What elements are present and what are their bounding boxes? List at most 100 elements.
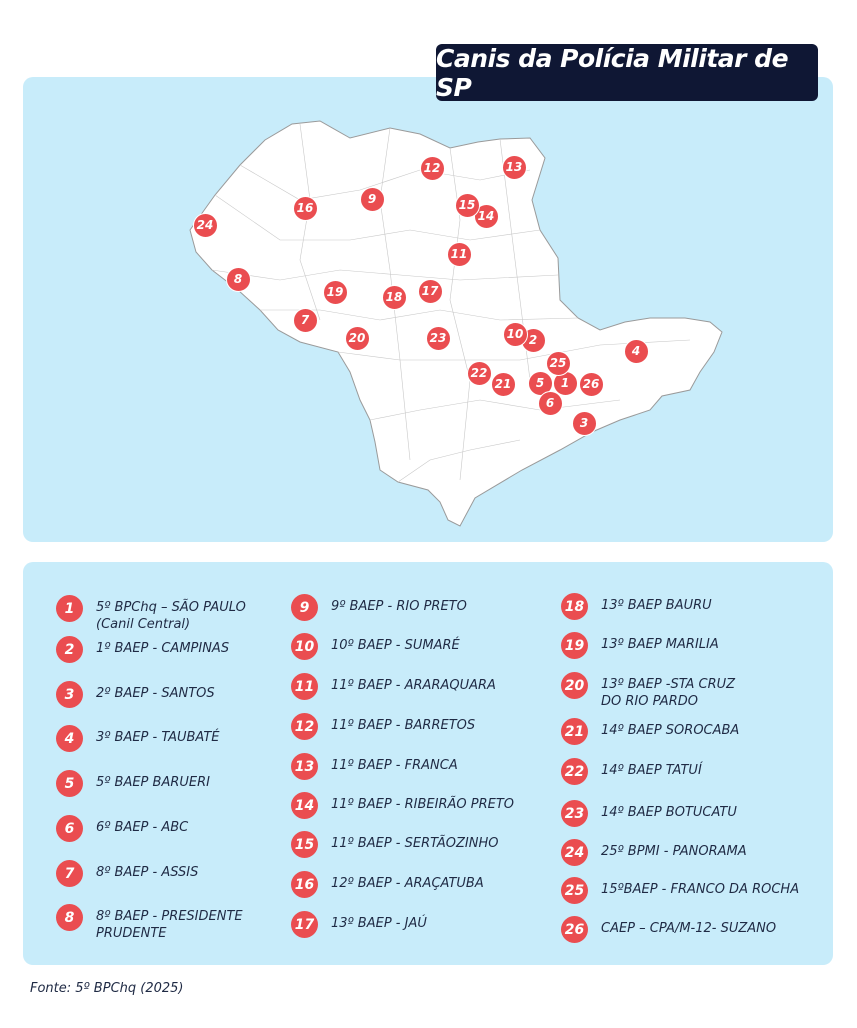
legend-number-badge: 5 <box>56 770 83 797</box>
legend-label: 5º BPChq – SÃO PAULO (Canil Central) <box>96 600 246 632</box>
map-marker[interactable]: 26 <box>578 371 604 397</box>
legend-number-badge: 11 <box>291 673 318 700</box>
legend-item: 3 2º BAEP - SANTOS <box>56 681 215 708</box>
legend-number-badge: 16 <box>291 871 318 898</box>
map-marker[interactable]: 12 <box>419 155 445 181</box>
legend-item: 24 25º BPMI - PANORAMA <box>561 839 747 866</box>
legend-number-badge: 8 <box>56 904 83 931</box>
legend-item: 11 11º BAEP - ARARAQUARA <box>291 673 496 700</box>
legend-number-badge: 9 <box>291 594 318 621</box>
legend-number-badge: 26 <box>561 916 588 943</box>
map-marker[interactable]: 9 <box>359 186 385 212</box>
legend-label: 3º BAEP - TAUBATÉ <box>96 730 220 745</box>
legend-number-badge: 4 <box>56 725 83 752</box>
legend-item: 12 11º BAEP - BARRETOS <box>291 713 476 740</box>
legend-item: 7 8º BAEP - ASSIS <box>56 860 199 887</box>
map-marker[interactable]: 17 <box>417 278 443 304</box>
legend-number-badge: 3 <box>56 681 83 708</box>
legend-label: 12º BAEP - ARAÇATUBA <box>331 876 484 891</box>
page-title: Canis da Polícia Militar de SP <box>436 44 818 102</box>
legend-label: 15ºBAEP - FRANCO DA ROCHA <box>601 882 800 897</box>
legend-number-badge: 6 <box>56 815 83 842</box>
map-marker[interactable]: 3 <box>571 410 597 436</box>
source-note: Fonte: 5º BPChq (2025) <box>30 981 184 996</box>
legend-label: 8º BAEP - ASSIS <box>96 865 199 880</box>
legend-panel <box>23 562 833 965</box>
map-marker[interactable]: 13 <box>501 154 527 180</box>
legend-label: 6º BAEP - ABC <box>96 820 189 835</box>
legend-number-badge: 12 <box>291 713 318 740</box>
legend-label: 11º BAEP - BARRETOS <box>331 718 476 733</box>
legend-label: 14º BAEP SOROCABA <box>601 723 740 738</box>
legend-label: 10º BAEP - SUMARÉ <box>331 638 460 653</box>
map-marker[interactable]: 18 <box>381 284 407 310</box>
legend-label: 11º BAEP - RIBEIRÃO PRETO <box>331 797 515 812</box>
legend-label: CAEP – CPA/M-12- SUZANO <box>601 921 777 936</box>
legend-item: 14 11º BAEP - RIBEIRÃO PRETO <box>291 792 515 819</box>
map-marker[interactable]: 8 <box>225 266 251 292</box>
legend-label: 9º BAEP - RIO PRETO <box>331 599 467 614</box>
legend-label: 13º BAEP BAURU <box>601 598 712 613</box>
legend-item: 10 10º BAEP - SUMARÉ <box>291 633 460 660</box>
map-marker[interactable]: 20 <box>344 325 370 351</box>
legend-item: 23 14º BAEP BOTUCATU <box>561 800 737 827</box>
legend-label: 14º BAEP TATUÍ <box>601 763 702 778</box>
legend-item: 26 CAEP – CPA/M-12- SUZANO <box>561 916 777 943</box>
legend-item: 16 12º BAEP - ARAÇATUBA <box>291 871 484 898</box>
map-marker[interactable]: 4 <box>623 338 649 364</box>
legend-number-badge: 19 <box>561 632 588 659</box>
legend-label: 25º BPMI - PANORAMA <box>601 844 747 859</box>
legend-item: 9 9º BAEP - RIO PRETO <box>291 594 467 621</box>
legend-number-badge: 15 <box>291 831 318 858</box>
legend-item: 8 8º BAEP - PRESIDENTE PRUDENTE <box>56 904 243 942</box>
legend-item: 5 5º BAEP BARUERI <box>56 770 210 797</box>
legend-item: 17 13º BAEP - JAÚ <box>291 911 427 938</box>
legend-number-badge: 25 <box>561 877 588 904</box>
map-marker[interactable]: 21 <box>490 371 516 397</box>
legend-number-badge: 22 <box>561 758 588 785</box>
map-marker[interactable]: 24 <box>192 212 218 238</box>
legend-item: 1 5º BPChq – SÃO PAULO (Canil Central) <box>56 595 246 633</box>
map-marker[interactable]: 15 <box>454 192 480 218</box>
legend-number-badge: 2 <box>56 636 83 663</box>
legend-label: 8º BAEP - PRESIDENTE PRUDENTE <box>96 909 243 941</box>
map-marker[interactable]: 7 <box>292 307 318 333</box>
legend-item: 21 14º BAEP SOROCABA <box>561 718 740 745</box>
legend-item: 6 6º BAEP - ABC <box>56 815 189 842</box>
map-marker[interactable]: 10 <box>502 321 528 347</box>
legend-label: 13º BAEP -STA CRUZ DO RIO PARDO <box>601 677 736 709</box>
legend-item: 4 3º BAEP - TAUBATÉ <box>56 725 220 752</box>
map-marker[interactable]: 6 <box>537 390 563 416</box>
legend-label: 11º BAEP - FRANCA <box>331 758 458 773</box>
legend-item: 15 11º BAEP - SERTÃOZINHO <box>291 831 499 858</box>
legend-item: 19 13º BAEP MARILIA <box>561 632 719 659</box>
legend-label: 2º BAEP - SANTOS <box>96 686 215 701</box>
legend-number-badge: 1 <box>56 595 83 622</box>
legend-item: 22 14º BAEP TATUÍ <box>561 758 702 785</box>
legend-number-badge: 20 <box>561 672 588 699</box>
legend-number-badge: 21 <box>561 718 588 745</box>
legend-item: 20 13º BAEP -STA CRUZ DO RIO PARDO <box>561 672 736 710</box>
map-marker[interactable]: 25 <box>545 350 571 376</box>
legend-label: 13º BAEP MARILIA <box>601 637 719 652</box>
legend-label: 14º BAEP BOTUCATU <box>601 805 737 820</box>
legend-label: 11º BAEP - SERTÃOZINHO <box>331 836 499 851</box>
map-marker[interactable]: 11 <box>446 241 472 267</box>
legend-number-badge: 17 <box>291 911 318 938</box>
legend-label: 13º BAEP - JAÚ <box>331 916 427 931</box>
map-marker[interactable]: 23 <box>425 325 451 351</box>
legend-item: 2 1º BAEP - CAMPINAS <box>56 636 230 663</box>
legend-number-badge: 10 <box>291 633 318 660</box>
legend-label: 5º BAEP BARUERI <box>96 775 210 790</box>
legend-number-badge: 23 <box>561 800 588 827</box>
legend-item: 25 15ºBAEP - FRANCO DA ROCHA <box>561 877 800 904</box>
map-marker[interactable]: 22 <box>466 360 492 386</box>
legend-item: 13 11º BAEP - FRANCA <box>291 753 458 780</box>
legend-label: 1º BAEP - CAMPINAS <box>96 641 230 656</box>
legend-number-badge: 24 <box>561 839 588 866</box>
legend-number-badge: 7 <box>56 860 83 887</box>
map-marker[interactable]: 19 <box>322 279 348 305</box>
legend-number-badge: 18 <box>561 593 588 620</box>
legend-label: 11º BAEP - ARARAQUARA <box>331 678 496 693</box>
map-marker[interactable]: 16 <box>292 195 318 221</box>
